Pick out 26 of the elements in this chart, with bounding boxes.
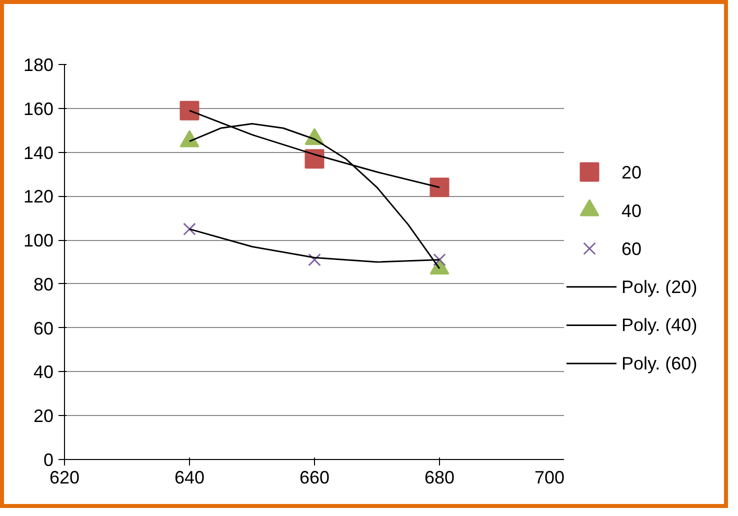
y-tick-label: 120 [23,186,54,207]
y-tick-label: 180 [23,55,54,75]
y-tick-label: 20 [33,406,54,426]
y-tick-label: 0 [43,450,54,470]
legend-label: 40 [622,200,642,221]
legend-label: Poly. (20) [622,276,698,297]
legend-label: 20 [622,162,642,182]
y-tick-label: 80 [33,274,54,294]
legend-label: Poly. (40) [622,315,698,336]
x-tick-label: 680 [424,468,455,488]
point [183,222,196,236]
x-tick-label: 660 [299,468,330,488]
x-tick-label: 700 [534,468,565,488]
x-tick-label: 620 [49,468,80,488]
x-tick-label: 640 [174,468,205,488]
point [180,100,200,120]
y-tick-label: 40 [33,362,54,382]
point [304,149,324,169]
y-tick-label: 140 [23,142,54,163]
y-tick-label: 60 [33,318,54,338]
legend-label: 60 [622,239,642,260]
legend-label: Poly. (60) [622,354,698,374]
point [430,178,450,198]
y-tick-label: 160 [23,98,54,119]
y-tick-label: 100 [23,230,54,251]
point [308,253,321,266]
